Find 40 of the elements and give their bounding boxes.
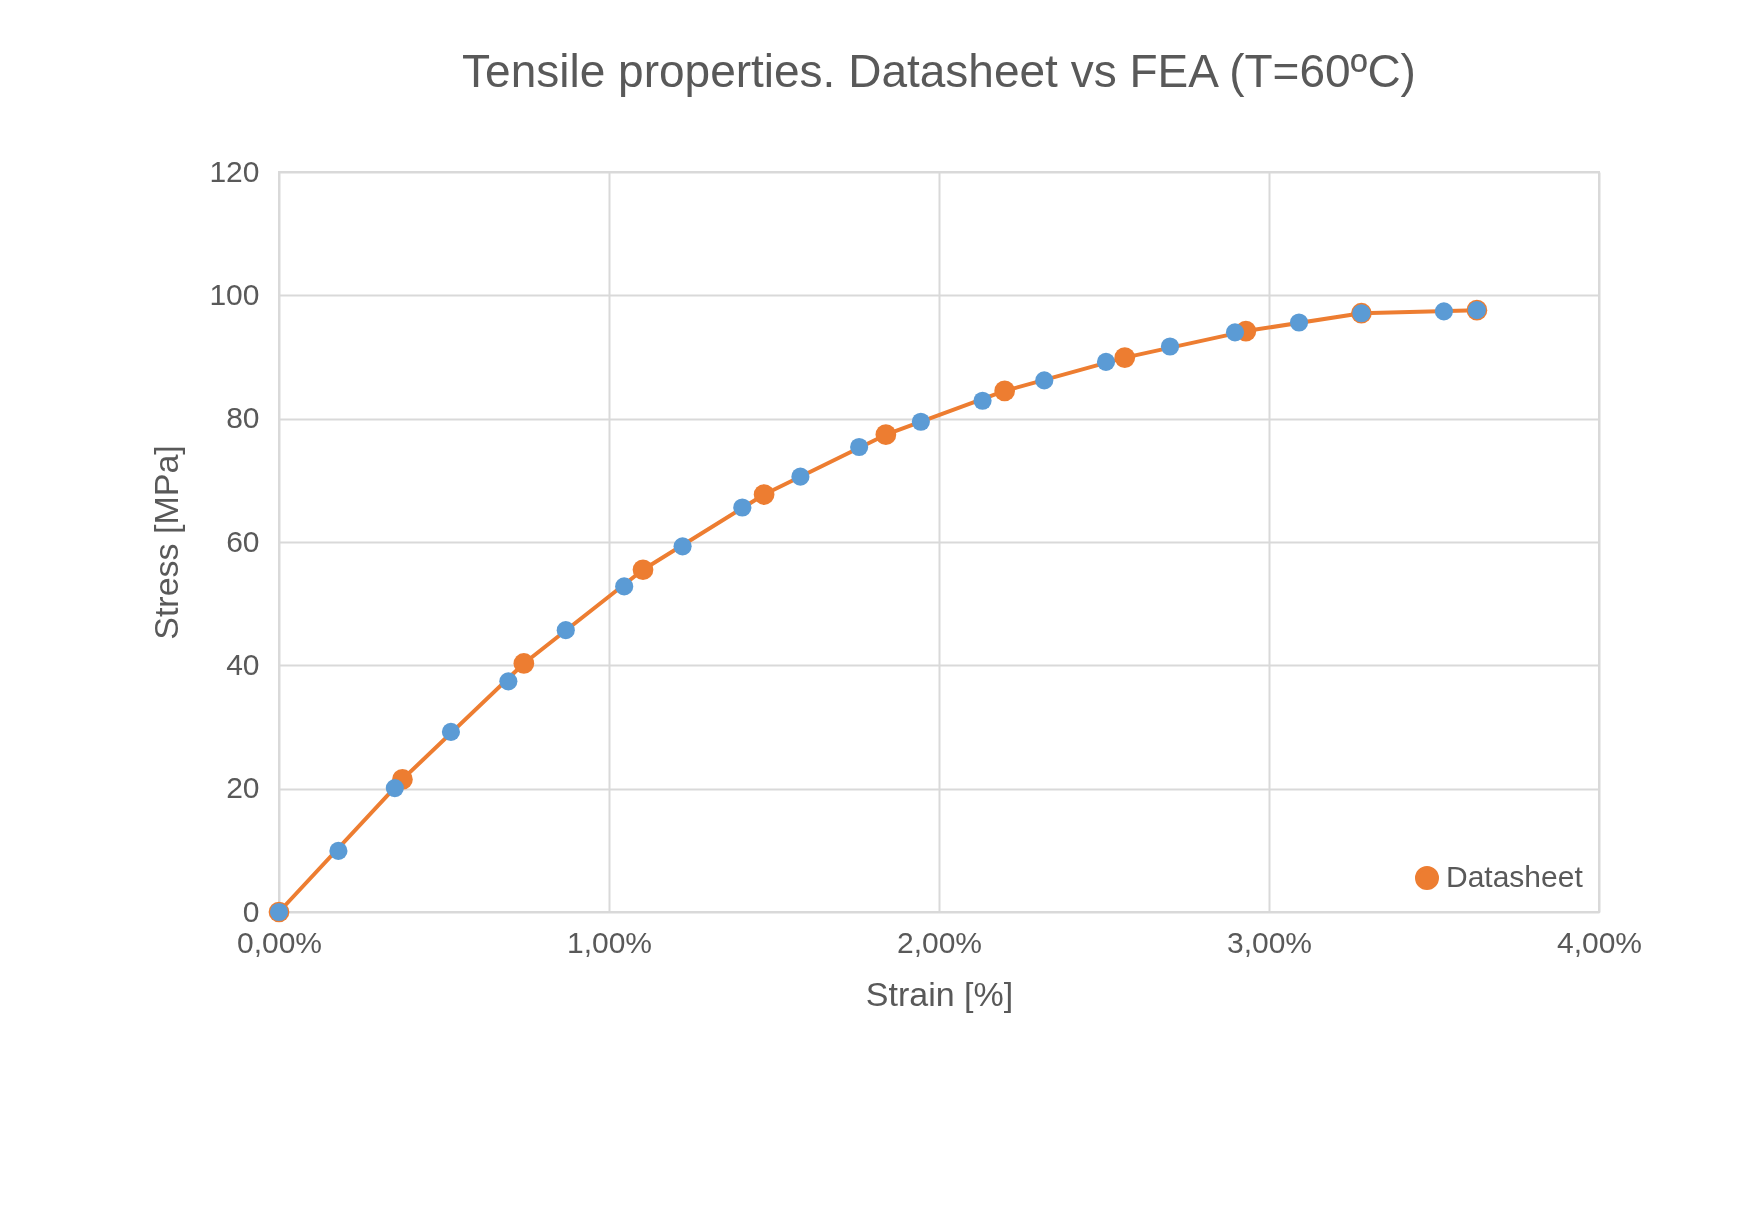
y-axis-title: Stress [MPa] <box>147 445 186 640</box>
point <box>875 424 897 446</box>
chart-title: Tensile properties. Datasheet vs FEA (T=60ºC) <box>462 45 1416 97</box>
legend-label: Datasheet <box>1446 860 1584 893</box>
point <box>385 778 404 798</box>
y-tick-label: 60 <box>226 524 260 558</box>
y-tick-label: 100 <box>209 277 260 311</box>
point <box>513 653 535 674</box>
y-tick-label: 20 <box>226 771 260 805</box>
y-tick-label: 40 <box>226 647 260 681</box>
y-tick-label: 120 <box>209 154 260 188</box>
point <box>329 841 348 861</box>
point <box>556 621 575 640</box>
point <box>850 437 869 457</box>
x-tick-label: 3,00% <box>1226 925 1313 959</box>
point <box>1160 337 1180 356</box>
x-axis-title: Strain [%] <box>865 974 1014 1013</box>
point <box>499 672 518 691</box>
point <box>1434 302 1453 321</box>
point <box>1096 352 1116 371</box>
point <box>441 722 461 741</box>
point <box>673 537 692 556</box>
x-tick-label: 0,00% <box>236 925 323 959</box>
point <box>973 391 992 410</box>
point <box>753 484 775 505</box>
point <box>632 559 654 581</box>
point <box>1035 371 1054 390</box>
point <box>994 380 1016 402</box>
point <box>615 577 634 596</box>
x-tick-label: 4,00% <box>1556 925 1643 959</box>
x-tick-label: 2,00% <box>896 925 983 959</box>
point <box>1225 323 1245 342</box>
y-tick-label: 80 <box>226 401 260 435</box>
point <box>1114 347 1136 368</box>
y-tick-label: 0 <box>242 894 260 928</box>
x-tick-label: 1,00% <box>566 925 653 959</box>
point <box>1289 313 1309 332</box>
point <box>911 412 930 431</box>
point <box>791 467 810 486</box>
point <box>733 498 752 517</box>
